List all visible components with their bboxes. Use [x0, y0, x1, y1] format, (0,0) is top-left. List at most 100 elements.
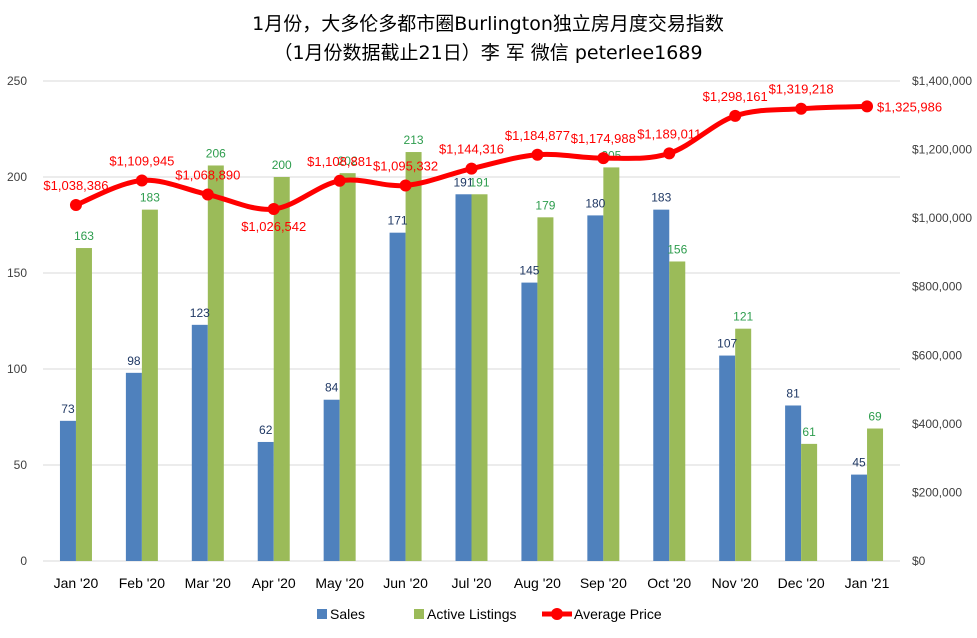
- average-price-data-label: $1,095,332: [373, 158, 438, 173]
- active-listings-bar: [735, 328, 752, 561]
- right-axis-tick-label: $1,000,000: [912, 211, 972, 225]
- left-axis-tick-label: 100: [7, 362, 27, 376]
- average-price-data-label: $1,108,881: [307, 154, 372, 169]
- right-axis-tick-label: $200,000: [912, 485, 962, 499]
- left-axis-tick-label: 150: [7, 266, 27, 280]
- x-category-label: Jun '20: [383, 575, 428, 591]
- active-listings-bar: [471, 194, 488, 561]
- active-listings-bar: [207, 165, 224, 562]
- sales-bar: [323, 399, 340, 561]
- x-category-label: Nov '20: [712, 575, 759, 591]
- average-price-marker: [663, 147, 676, 160]
- average-price-data-label: $1,068,890: [175, 168, 240, 183]
- average-price-data-label: $1,189,011: [637, 126, 701, 141]
- x-category-label: Dec '20: [778, 575, 825, 591]
- left-axis-tick-label: 250: [7, 74, 27, 88]
- left-axis: 0 50 100 150 200 250: [7, 74, 27, 568]
- sales-data-label: 45: [852, 456, 866, 470]
- active-listings-bar: [669, 261, 686, 561]
- x-category-label: Jan '21: [845, 575, 890, 591]
- active-listings-data-label: 206: [206, 146, 226, 160]
- x-category-label: Aug '20: [514, 575, 561, 591]
- average-price-marker: [267, 203, 280, 216]
- active-listings-bar: [75, 248, 92, 562]
- price-line-series: $1,038,386$1,109,945$1,068,890 $1,026,542…: [43, 82, 942, 234]
- sales-bar: [653, 209, 670, 561]
- active-listings-bar: [141, 209, 158, 561]
- legend-sales-swatch: [317, 609, 327, 619]
- sales-data-label: 183: [651, 191, 671, 205]
- right-axis-tick-label: $1,400,000: [912, 74, 972, 88]
- sales-data-label: 145: [519, 264, 539, 278]
- average-price-line: [75, 103, 868, 212]
- average-price-marker: [333, 174, 346, 187]
- average-price-data-label: $1,298,161: [703, 89, 768, 104]
- average-price-data-label: $1,184,877: [505, 128, 570, 143]
- active-listings-bar: [537, 217, 554, 561]
- sales-data-label: 191: [453, 175, 473, 189]
- sales-data-label: 98: [127, 354, 141, 368]
- sales-bar: [521, 282, 538, 561]
- average-price-data-label: $1,038,386: [43, 178, 108, 193]
- left-axis-tick-label: 200: [7, 170, 27, 184]
- average-price-data-label: $1,144,316: [439, 142, 504, 157]
- sales-data-label: 171: [388, 214, 408, 228]
- sales-bar: [191, 324, 208, 561]
- average-price-data-label: $1,026,542: [241, 219, 306, 234]
- active-listings-data-label: 121: [733, 310, 753, 324]
- active-listings-data-label: 69: [868, 410, 882, 424]
- left-axis-tick-label: 50: [14, 458, 28, 472]
- sales-bar: [785, 405, 802, 561]
- active-listings-bar: [603, 167, 620, 561]
- x-category-label: May '20: [315, 575, 364, 591]
- chart-title: 1月份，大多伦多都市圈Burlington独立房月度交易指数: [252, 13, 724, 35]
- sales-data-label: 123: [190, 306, 210, 320]
- right-axis-tick-label: $0: [912, 554, 926, 568]
- average-price-data-label: $1,174,988: [571, 131, 636, 146]
- x-category-label: Feb '20: [119, 575, 165, 591]
- average-price-marker: [69, 198, 82, 211]
- x-category-label: Mar '20: [185, 575, 231, 591]
- average-price-marker: [135, 174, 148, 187]
- active-listings-bar: [339, 173, 356, 561]
- active-listings-data-label: 163: [74, 229, 94, 243]
- sales-bar: [59, 420, 76, 561]
- x-category-label: Jan '20: [54, 575, 99, 591]
- chart-subtitle: （1月份数据截止21日）李 军 微信 peterlee1689: [273, 42, 702, 64]
- average-price-marker: [201, 188, 214, 201]
- active-listings-data-label: 202: [338, 154, 358, 168]
- active-listings-data-label: 191: [469, 175, 489, 189]
- average-price-marker: [861, 100, 874, 113]
- x-category-label: Apr '20: [252, 575, 296, 591]
- x-category-label: Sep '20: [580, 575, 627, 591]
- sales-data-label: 107: [717, 337, 737, 351]
- sales-bar: [125, 372, 142, 561]
- x-category-label: Oct '20: [647, 575, 691, 591]
- sales-data-label: 180: [585, 196, 605, 210]
- average-price-data-label: $1,325,986: [877, 99, 942, 114]
- legend-average-price-marker: [551, 608, 563, 620]
- right-axis-tick-label: $1,200,000: [912, 143, 972, 157]
- active-listings-bar: [405, 152, 422, 562]
- average-price-data-label: $1,319,218: [769, 82, 834, 97]
- sales-bar: [851, 474, 868, 561]
- right-axis-tick-label: $400,000: [912, 417, 962, 431]
- legend-average-price-label: Average Price: [574, 606, 662, 622]
- active-listings-bar: [273, 177, 290, 561]
- sales-data-label: 62: [259, 423, 273, 437]
- sales-bar: [257, 441, 274, 561]
- average-price-marker: [465, 162, 478, 175]
- average-price-marker: [597, 152, 610, 165]
- right-axis: $0 $200,000 $400,000 $600,000 $800,000 $1,000…: [912, 74, 972, 568]
- active-listings-data-label: 183: [140, 191, 160, 205]
- active-listings-data-label: 61: [802, 425, 816, 439]
- sales-data-label: 73: [61, 402, 75, 416]
- legend-active-listings-label: Active Listings: [427, 606, 516, 622]
- left-axis-tick-label: 0: [20, 554, 27, 568]
- active-listings-bar: [867, 428, 884, 561]
- sales-data-label: 81: [786, 386, 800, 400]
- average-price-marker: [531, 148, 544, 161]
- sales-bar: [389, 232, 406, 561]
- legend-active-listings-swatch: [414, 609, 424, 619]
